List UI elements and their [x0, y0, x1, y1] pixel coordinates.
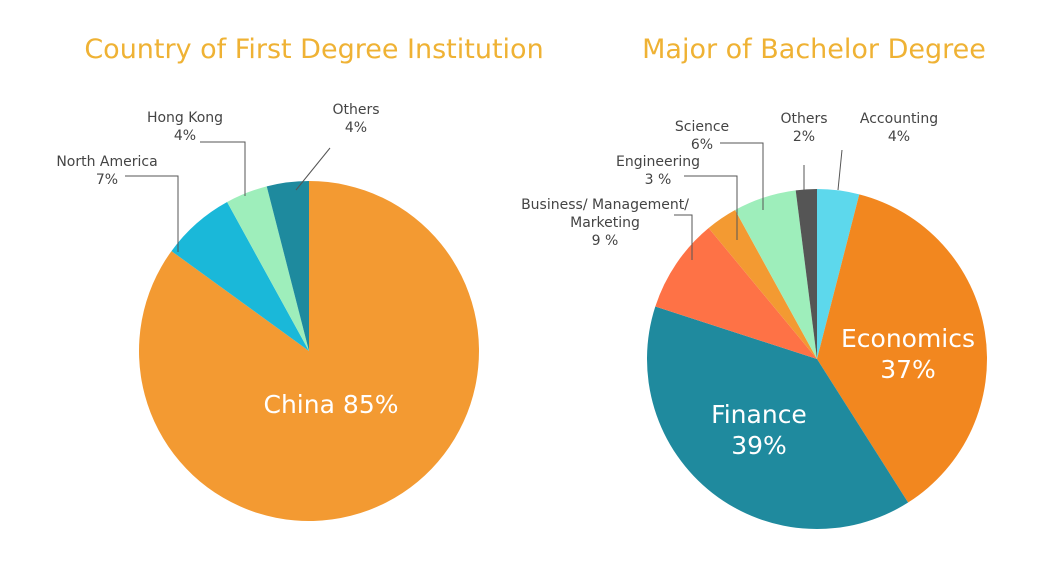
pie-slice [655, 228, 817, 359]
chart-title: Major of Bachelor Degree [642, 34, 986, 65]
value-label: 39% [731, 431, 787, 460]
leader-line [125, 175, 179, 252]
pie-slice [735, 190, 817, 359]
slice-label: Accounting 4% [860, 110, 938, 146]
slice-label: Others 2% [780, 110, 827, 146]
chart-title: Country of First Degree Institution [84, 34, 544, 65]
pie-slice [171, 202, 309, 351]
category-label: Accounting [859, 111, 939, 127]
leader-line [295, 147, 331, 191]
pie-slice [266, 181, 309, 351]
slice-label: Business/ Management/ Marketing 9 % [521, 196, 689, 250]
value-label: 6% [690, 137, 714, 153]
value-label: 3 % [644, 172, 672, 188]
slice-label: Finance 39% [711, 399, 807, 461]
category-label: Others [332, 102, 380, 118]
slice-label: Others 4% [332, 101, 379, 137]
leader-line [200, 141, 246, 196]
category-label: Science [674, 119, 730, 135]
pie-slice [817, 189, 860, 359]
slice-label: Science 6% [675, 118, 729, 154]
leader-line [674, 214, 693, 260]
category-label: Hong Kong [146, 110, 224, 126]
category-label: Business/ Management/ Marketing [521, 197, 689, 231]
category-label: Others [780, 111, 828, 127]
slice-label: Economics 37% [841, 323, 975, 385]
slice-label: China 85% [264, 389, 399, 420]
leader-line [837, 149, 843, 191]
slice-label: Engineering 3 % [616, 153, 700, 189]
value-label: 85% [342, 390, 399, 419]
category-label: Economics [840, 324, 976, 353]
leader-line [720, 142, 764, 210]
pie-slice [795, 189, 817, 359]
pie-slice [646, 306, 909, 530]
pie-slice [708, 210, 817, 359]
category-label: China [263, 390, 335, 419]
pie-slice [817, 194, 988, 503]
slice-label: North America 7% [56, 153, 157, 189]
category-label: North America [56, 154, 158, 170]
value-label: 37% [880, 355, 936, 384]
slice-label: Hong Kong 4% [147, 109, 223, 145]
pie-slice [227, 186, 309, 351]
value-label: 7% [95, 172, 119, 188]
value-label: 4% [344, 120, 368, 136]
category-label: Finance [711, 400, 807, 429]
leader-line [684, 175, 738, 240]
value-label: 9 % [591, 233, 619, 249]
value-label: 4% [887, 129, 911, 145]
category-label: Engineering [616, 154, 700, 170]
value-label: 2% [792, 129, 816, 145]
value-label: 4% [173, 128, 197, 144]
